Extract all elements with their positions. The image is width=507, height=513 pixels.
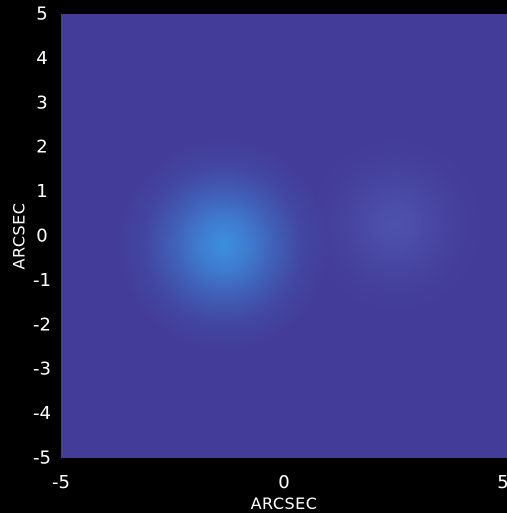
y-tick-label: 0 xyxy=(36,226,47,247)
y-tick-label: -3 xyxy=(33,359,51,380)
y-tick-label: -2 xyxy=(33,314,51,335)
x-tick-label: -5 xyxy=(52,472,70,493)
x-axis-label: ARCSEC xyxy=(251,494,318,513)
y-tick-label: -5 xyxy=(33,448,51,469)
y-tick-label: 3 xyxy=(36,92,47,113)
y-tick-labels: 5 4 3 2 1 0 -1 -2 -3 -4 -5 xyxy=(33,4,51,469)
x-tick-labels: -5 0 5 xyxy=(52,472,507,493)
source-blob-1 xyxy=(119,140,329,350)
y-tick-label: -4 xyxy=(33,403,51,424)
x-tick-label: 5 xyxy=(497,472,507,493)
sources-layer xyxy=(119,137,483,350)
source-blob-2 xyxy=(308,137,483,312)
y-tick-label: 5 xyxy=(36,4,47,25)
x-tick-label: 0 xyxy=(278,472,289,493)
y-tick-label: -1 xyxy=(33,270,51,291)
y-tick-label: 2 xyxy=(36,137,47,158)
y-tick-label: 1 xyxy=(36,181,47,202)
y-tick-label: 4 xyxy=(36,48,47,69)
y-axis-label: ARCSEC xyxy=(10,203,29,270)
